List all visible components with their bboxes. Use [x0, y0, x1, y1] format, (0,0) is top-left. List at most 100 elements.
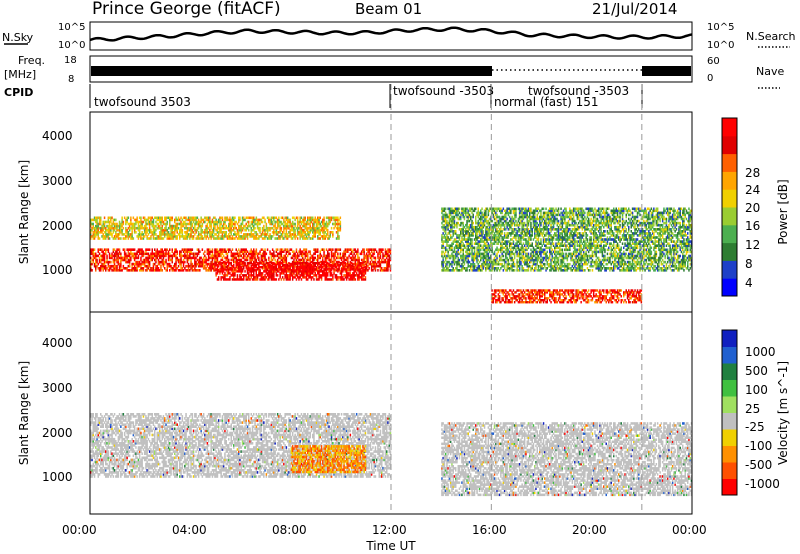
power-cell [156, 222, 158, 226]
power-cell [461, 236, 463, 239]
power-cell [477, 230, 479, 233]
power-cell [230, 237, 232, 240]
power-cell [468, 242, 471, 245]
power-cell [312, 231, 314, 234]
power-cell [273, 228, 275, 232]
power-cell [500, 232, 502, 235]
power-cell [165, 216, 167, 220]
power-cell [118, 267, 121, 270]
power-cell [488, 223, 491, 227]
power-cell [462, 207, 464, 211]
power-cell [458, 264, 461, 268]
power-cell [96, 264, 98, 268]
power-cell [487, 209, 490, 213]
power-cell [110, 260, 112, 264]
power-cell [492, 264, 495, 268]
power-cell [263, 237, 265, 240]
power-cell [239, 216, 241, 220]
power-cell [295, 266, 298, 269]
power-cell [291, 250, 294, 253]
power-cell [309, 228, 311, 232]
power-cell [500, 250, 502, 254]
power-cell [377, 252, 379, 256]
power-cell [302, 276, 304, 279]
power-cell [333, 254, 335, 258]
power-cell [477, 250, 479, 254]
power-cell [182, 250, 185, 253]
power-cell [374, 258, 377, 262]
power-cell [466, 244, 468, 247]
power-cell [161, 262, 163, 266]
power-cell [174, 252, 176, 256]
power-cell [497, 221, 500, 225]
power-cell [333, 264, 335, 268]
power-cell [327, 250, 329, 253]
power-cell [187, 233, 190, 236]
power-cell [172, 237, 175, 240]
power-cell [180, 228, 182, 232]
power-cell [443, 234, 446, 237]
power-cell [259, 270, 261, 273]
power-cell [323, 218, 325, 222]
power-cell [125, 220, 127, 224]
power-cell [236, 278, 239, 281]
power-cell [147, 264, 150, 268]
power-cell [229, 216, 231, 220]
power-cell [238, 254, 240, 258]
power-cell [309, 270, 311, 273]
power-cell [362, 272, 364, 275]
power-cell [463, 267, 466, 270]
power-cell [308, 231, 310, 234]
power-cell [369, 254, 372, 258]
power-cell [249, 270, 251, 273]
power-cell [166, 233, 168, 236]
power-cell [462, 250, 464, 254]
power-cell [166, 237, 168, 240]
power-cell [289, 276, 291, 279]
power-cell [384, 252, 387, 256]
power-cell [317, 250, 319, 253]
power-cell [359, 270, 362, 273]
power-cell [488, 262, 491, 266]
power-cell [475, 269, 477, 272]
power-cell [214, 258, 216, 262]
power-cell [324, 222, 326, 226]
power-cell [335, 260, 338, 264]
power-cell [453, 260, 456, 264]
power-cell [195, 231, 197, 234]
power-cell [96, 258, 98, 262]
power-cell [230, 231, 232, 234]
power-cell [239, 270, 241, 273]
power-cell [444, 254, 447, 258]
power-cell [175, 222, 177, 226]
power-cell [296, 220, 299, 224]
power-cell [310, 266, 313, 269]
power-cell [244, 274, 246, 277]
power-cell [206, 216, 209, 220]
power-cell [284, 248, 286, 251]
power-cell [230, 258, 232, 262]
power-cell [202, 264, 205, 268]
power-cell [219, 254, 221, 258]
power-cell [264, 220, 266, 224]
power-cell [217, 254, 220, 258]
power-cell [145, 260, 147, 264]
power-cell [166, 222, 168, 226]
power-cell [478, 230, 481, 233]
power-cell [317, 237, 319, 240]
power-cell [190, 222, 192, 226]
power-cell [228, 218, 230, 222]
power-cell [449, 244, 452, 247]
power-cell [91, 252, 93, 256]
power-cell [253, 278, 255, 281]
power-cell [317, 272, 319, 275]
power-cell [320, 266, 323, 269]
power-cell [495, 260, 497, 264]
power-cell [251, 278, 254, 281]
power-cell [387, 264, 389, 268]
power-cell [93, 264, 96, 268]
power-cell [328, 264, 330, 267]
power-cell [245, 250, 247, 253]
power-cell [171, 260, 173, 264]
power-cell [304, 237, 306, 240]
